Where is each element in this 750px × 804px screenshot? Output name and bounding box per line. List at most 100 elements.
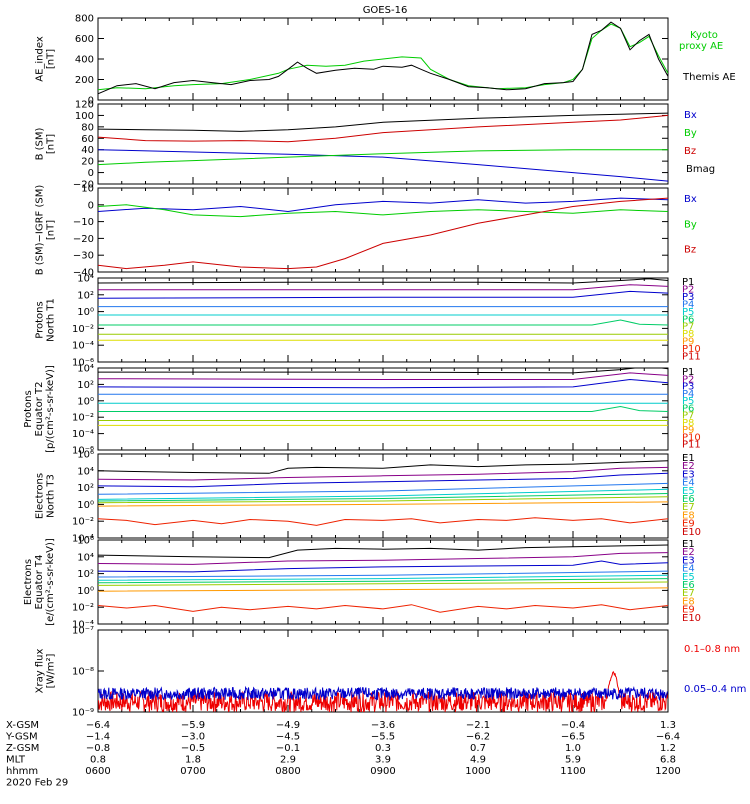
y-tick-label: 40	[81, 145, 94, 156]
legend-entry: P4	[682, 389, 694, 400]
series-line-e5	[98, 574, 668, 581]
legend-entry: P7	[682, 411, 694, 422]
legend-entry: P9	[682, 425, 694, 436]
legend-entry: E5	[682, 572, 695, 583]
ephemeris-value: −3.0	[181, 732, 205, 743]
legend-entry: P11	[682, 440, 701, 451]
ephemeris-value: 0800	[275, 766, 300, 777]
legend-entry: E10	[682, 613, 701, 624]
y-tick-label: 10⁴	[77, 364, 94, 375]
legend-entry: E4	[682, 564, 695, 575]
legend-entry: P2	[682, 284, 694, 295]
legend-entry: E1	[682, 539, 695, 550]
series-line-bz	[98, 114, 668, 143]
y-tick-label: 400	[75, 55, 94, 66]
series-line-e7	[98, 496, 668, 504]
panel-frame	[97, 367, 669, 451]
y-tick-label: 10²	[77, 290, 94, 301]
ephemeris-value: −6.4	[86, 720, 110, 731]
series-line-p2	[98, 284, 668, 291]
series-line-e1	[98, 544, 668, 559]
y-tick-label: 10⁻²	[72, 413, 94, 424]
y-axis-label: B (SM)−IGRF (SM)	[35, 185, 46, 276]
series-line-bx	[98, 149, 668, 182]
legend-entry: E9	[682, 605, 695, 616]
series-group	[98, 197, 668, 270]
ephemeris-value: 1200	[655, 766, 680, 777]
legend-entry: P10	[682, 432, 701, 443]
series-line-e6	[98, 493, 668, 502]
legend-entry: P6	[682, 403, 694, 414]
series-line-bz	[98, 197, 668, 270]
series-line-p3	[98, 290, 668, 299]
legend-entry: P8	[682, 329, 694, 340]
series-line-e7	[98, 581, 668, 586]
y-tick-label: 10⁻⁸	[72, 667, 94, 678]
ephemeris-value: 5.9	[565, 755, 581, 766]
legend-entry: Bx	[684, 110, 697, 121]
y-axis-label: [nT]	[46, 134, 57, 154]
series-group	[98, 368, 668, 426]
legend-entry: P2	[682, 374, 694, 385]
legend-entry: Bx	[684, 194, 697, 205]
legend-entry: E2	[682, 461, 695, 472]
ephemeris-value: 1.8	[185, 755, 201, 766]
series-group	[98, 278, 668, 341]
series-line-e3	[98, 560, 668, 573]
ephemeris-value: −5.5	[371, 732, 395, 743]
ephemeris-value: −4.9	[276, 720, 300, 731]
legend-entry: E8	[682, 510, 695, 521]
legend: Bx By Bz	[684, 194, 697, 256]
series-line-e3	[98, 472, 668, 488]
legend-entry: 0.1–0.8 nm	[684, 644, 740, 655]
y-tick-label: 100	[75, 111, 94, 122]
ephemeris-value: 2.9	[280, 755, 296, 766]
y-tick-label: −10	[73, 217, 94, 228]
y-tick-label: 60	[81, 134, 94, 145]
y-axis-label: Equator T2	[34, 382, 45, 437]
y-axis-label: Electrons	[23, 559, 34, 605]
legend-entry: P5	[682, 307, 694, 318]
ephemeris-row-label: X-GSM	[6, 720, 39, 731]
ephemeris-value: −0.4	[561, 720, 585, 731]
y-axis-label: [e/(cm²-s-sr-keV)]	[45, 538, 56, 626]
legend-entry: Bz	[684, 245, 696, 256]
series-line-p3	[98, 378, 668, 389]
series-line-kyoto-proxy-ae	[98, 23, 668, 91]
legend-entry: P8	[682, 418, 694, 429]
ephemeris-value: 4.9	[470, 755, 486, 766]
legend-entry: E6	[682, 580, 695, 591]
ephemeris-value: −0.1	[276, 743, 300, 754]
series-line-e8	[98, 587, 668, 592]
y-tick-label: −20	[73, 180, 94, 191]
legend-entry: By	[684, 219, 697, 230]
y-tick-label: −40	[73, 268, 94, 279]
ephemeris-row-label: Y-GSM	[5, 732, 38, 743]
series-line-e9	[98, 517, 668, 526]
y-axis-label: North T1	[46, 298, 57, 342]
panel-frame	[97, 277, 669, 363]
legend-entry: P1	[682, 277, 694, 288]
y-tick-label: 10⁰	[77, 586, 94, 597]
series-group	[98, 112, 668, 182]
ephemeris-value: −2.1	[466, 720, 490, 731]
y-axis-label: B (SM)	[35, 127, 46, 160]
ephemeris-value: −4.5	[276, 732, 300, 743]
y-axis-label: [nT]	[46, 220, 57, 240]
legend-entry: P6	[682, 314, 694, 325]
y-tick-label: 80	[81, 122, 94, 133]
legend-entry: E4	[682, 478, 695, 489]
y-tick-label: 10⁻⁴	[72, 534, 94, 545]
y-tick-label: 10⁻²	[72, 324, 94, 335]
y-axis-label: AE_index	[35, 36, 46, 82]
legend-entry: P11	[682, 352, 701, 363]
y-tick-label: 10⁻⁴	[72, 341, 94, 352]
series-line-0-05-0-4-nm	[98, 685, 668, 702]
ephemeris-value: 0.3	[375, 743, 391, 754]
